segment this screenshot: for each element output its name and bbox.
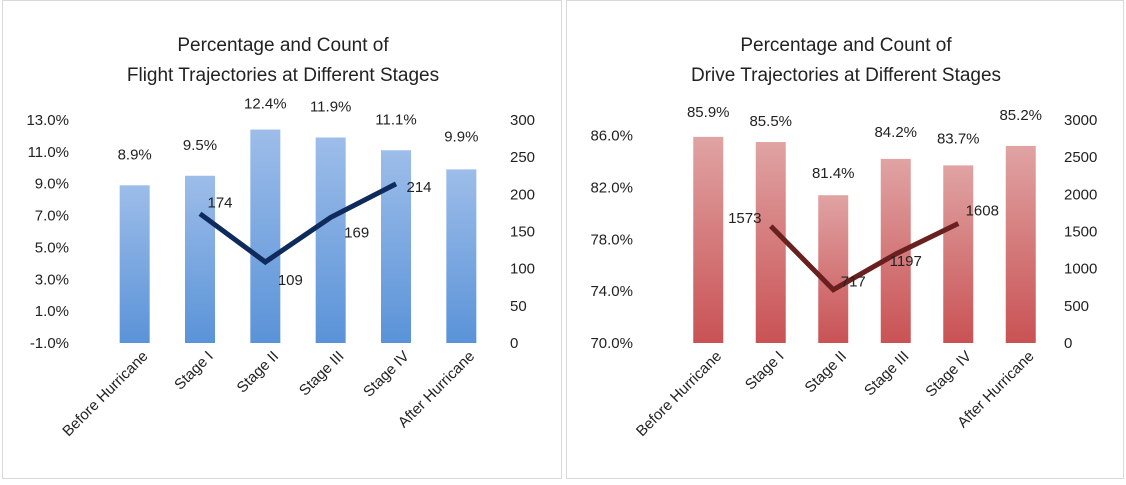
- flight-x-category-label: Stage II: [234, 348, 283, 397]
- drive-bar: [693, 136, 724, 343]
- flight-bar: [315, 137, 346, 343]
- drive-chart-title-line: Drive Trajectories at Different Stages: [691, 65, 1001, 86]
- flight-bar: [185, 175, 215, 343]
- flight-chart-panel: Percentage and Count of Flight Trajectori…: [2, 0, 562, 479]
- drive-bar-data-label: 84.2%: [874, 124, 917, 141]
- drive-x-category-label: Before Hurricane: [633, 348, 725, 440]
- drive-count-line: [769, 221, 960, 293]
- drive-bar: [943, 165, 974, 343]
- drive-bar-data-label: 85.2%: [999, 107, 1042, 124]
- drive-bar: [1005, 145, 1036, 343]
- flight-bar-data-label: 9.9%: [444, 128, 478, 145]
- drive-bar-data-label: 85.5%: [749, 113, 792, 130]
- drive-x-category-label: Stage II: [801, 348, 850, 397]
- flight-bar-data-label: 11.9%: [310, 99, 351, 116]
- flight-chart-title-line: Flight Trajectories at Different Stages: [127, 65, 439, 86]
- drive-bar-data-label: 83.7%: [937, 130, 980, 147]
- flight-line-data-label: 174: [207, 195, 232, 212]
- flight-chart: Percentage and Count of Flight Trajectori…: [26, 35, 535, 440]
- flight-y-left-tick-label: 9.0%: [35, 176, 69, 193]
- flight-y-right-tick-label: 50: [510, 298, 527, 315]
- drive-chart-panel: Percentage and Count of Drive Trajectorie…: [566, 0, 1124, 479]
- drive-y-right-tick-label: 2000: [1064, 186, 1097, 203]
- drive-y-left-tick-label: 70.0%: [590, 335, 633, 352]
- drive-x-category-label: Stage IV: [922, 348, 975, 401]
- flight-bar: [250, 129, 281, 343]
- flight-bar-data-label: 8.9%: [118, 146, 152, 163]
- flight-y-left-tick-label: 13.0%: [26, 112, 69, 129]
- drive-y-right-tick-label: 3000: [1064, 112, 1097, 129]
- flight-y-right-tick-label: 100: [510, 261, 535, 278]
- drive-line-data-label: 1608: [966, 202, 999, 219]
- drive-y-right-tick-label: 0: [1064, 335, 1072, 352]
- drive-y-left-tick-label: 86.0%: [590, 128, 633, 145]
- drive-bar-data-label: 85.9%: [687, 104, 730, 121]
- drive-chart-title-line: Percentage and Count of: [740, 35, 952, 56]
- flight-x-category-label: Before Hurricane: [59, 348, 151, 440]
- flight-y-right-tick-label: 300: [510, 112, 535, 129]
- drive-y-right-tick-label: 2500: [1064, 149, 1097, 166]
- flight-x-category-label: Stage III: [296, 348, 348, 400]
- drive-y-left-tick-label: 78.0%: [590, 231, 633, 248]
- drive-y-right-tick-label: 1500: [1064, 224, 1097, 241]
- flight-count-line: [198, 181, 398, 266]
- flight-y-right-tick-label: 0: [510, 335, 518, 352]
- flight-bar: [119, 185, 150, 343]
- drive-x-category-label: Stage III: [861, 348, 913, 400]
- flight-y-right-tick-label: 150: [510, 224, 535, 241]
- flight-line-data-label: 214: [406, 179, 431, 196]
- flight-y-left-tick-label: 7.0%: [35, 208, 69, 225]
- drive-bar: [818, 195, 849, 343]
- drive-y-left-tick-label: 82.0%: [590, 179, 633, 196]
- flight-chart-title-line: Percentage and Count of: [177, 35, 389, 56]
- drive-x-category-label: Stage I: [742, 348, 788, 394]
- flight-y-left-tick-label: 3.0%: [35, 271, 69, 288]
- flight-y-left-tick-label: 11.0%: [28, 144, 69, 161]
- drive-chart: Percentage and Count of Drive Trajectorie…: [590, 35, 1097, 440]
- flight-y-right-tick-label: 200: [510, 186, 535, 203]
- flight-bar-data-label: 12.4%: [244, 96, 287, 113]
- drive-line-data-label: 1197: [890, 253, 922, 270]
- drive-y-left-tick-label: 74.0%: [590, 283, 633, 300]
- flight-y-right-tick-label: 250: [510, 149, 535, 166]
- drive-line-data-label: 1573: [728, 210, 761, 227]
- drive-line-data-label: 717: [841, 274, 866, 291]
- flight-y-left-tick-label: 1.0%: [35, 303, 69, 320]
- flight-bar-data-label: 11.1%: [375, 111, 416, 128]
- flight-line-data-label: 169: [344, 224, 369, 241]
- flight-bar: [446, 169, 477, 343]
- flight-bar: [381, 150, 411, 343]
- flight-bar-data-label: 9.5%: [183, 137, 217, 154]
- flight-x-category-label: Stage IV: [360, 348, 413, 401]
- drive-y-right-tick-label: 500: [1064, 298, 1089, 315]
- flight-y-left-tick-label: -1.0%: [30, 335, 69, 352]
- drive-y-right-tick-label: 1000: [1064, 261, 1097, 278]
- drive-bar: [755, 142, 786, 343]
- flight-x-category-label: Stage I: [171, 348, 217, 394]
- flight-y-left-tick-label: 5.0%: [35, 239, 69, 256]
- flight-line-data-label: 109: [278, 272, 303, 289]
- drive-bar-data-label: 81.4%: [812, 165, 855, 182]
